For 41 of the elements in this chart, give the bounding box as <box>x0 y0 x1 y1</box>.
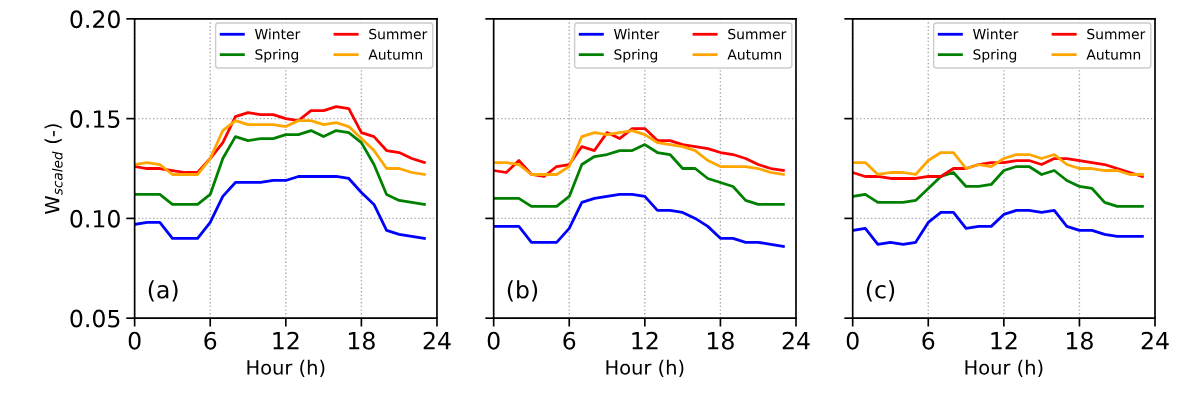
legend-label: Spring <box>614 48 658 63</box>
x-tick-label: 6 <box>563 331 576 350</box>
x-tick-label: 24 <box>1141 331 1169 350</box>
line-series <box>134 129 426 206</box>
y-axis-title: W$_{scaled}$ (-) <box>44 124 63 214</box>
legend-label: Autumn <box>727 49 782 60</box>
y-tick-label: 0.20 <box>70 10 120 29</box>
legend-label: Winter <box>972 28 1019 40</box>
x-tick-label: 18 <box>348 331 375 350</box>
x-tick-label: 12 <box>273 331 299 350</box>
legend-label: Autumn <box>368 49 423 60</box>
x-tick-label: 6 <box>204 331 217 350</box>
legend-label: Summer <box>369 28 428 40</box>
x-tick-label: 6 <box>922 331 935 350</box>
x-tick-label: 0 <box>487 331 500 350</box>
x-tick-label: 12 <box>991 331 1017 350</box>
x-tick-label: 24 <box>423 331 451 350</box>
legend-label: Winter <box>254 28 301 40</box>
x-axis-title: Hour (h) <box>247 359 325 378</box>
x-tick-label: 0 <box>846 331 859 350</box>
annotation: (b) <box>507 280 538 302</box>
x-axis-title: Hour (h) <box>965 359 1043 378</box>
x-tick-label: 24 <box>782 331 810 350</box>
x-tick-label: 0 <box>128 331 141 350</box>
legend-label: Spring <box>973 48 1017 63</box>
legend-label: Summer <box>728 28 787 40</box>
legend-label: Winter <box>613 28 660 40</box>
y-tick-label: 0.15 <box>70 110 120 128</box>
x-tick-label: 18 <box>1067 331 1093 350</box>
y-tick-label: 0.10 <box>70 209 120 228</box>
line-series <box>134 175 426 240</box>
legend-label: Summer <box>1087 28 1146 40</box>
legend-label: Autumn <box>1086 49 1141 60</box>
legend-label: Spring <box>255 48 299 63</box>
x-tick-label: 18 <box>707 331 734 350</box>
annotation: (a) <box>148 280 178 302</box>
y-tick-label: 0.05 <box>70 309 120 328</box>
x-axis-title: Hour (h) <box>606 359 684 378</box>
x-tick-label: 12 <box>632 331 658 350</box>
line-series <box>134 119 426 176</box>
annotation: (c) <box>866 280 895 302</box>
